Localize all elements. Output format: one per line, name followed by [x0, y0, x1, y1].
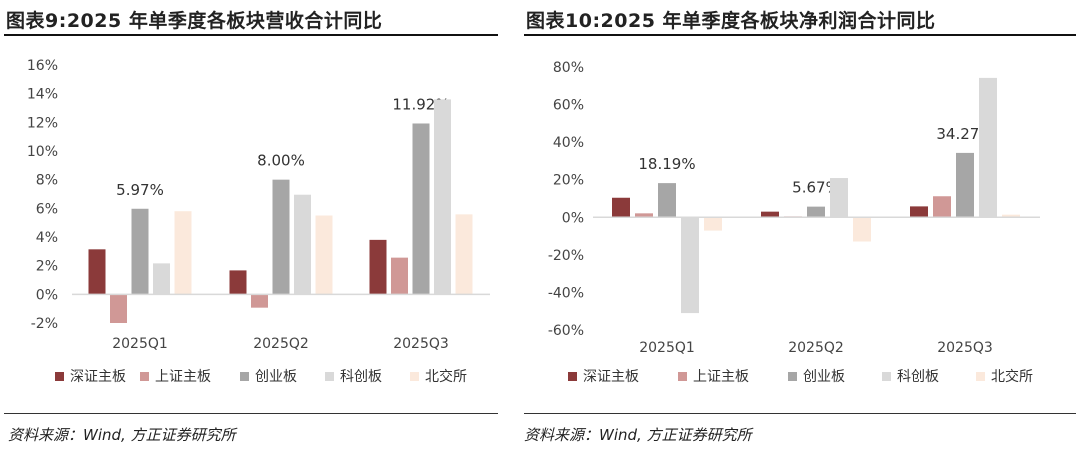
y-tick-label: -2%: [31, 316, 58, 332]
data-label: 18.19%: [638, 155, 695, 173]
bar-深证主板-2025Q1: [88, 249, 106, 295]
bar-深证主板-2025Q2: [229, 270, 247, 295]
bar-上证主板-2025Q1: [110, 294, 127, 323]
x-category-label: 2025Q2: [253, 336, 309, 352]
legend-swatch-科创板: [325, 372, 334, 381]
source-note: 资料来源：Wind, 方正证券研究所: [8, 426, 236, 444]
bar-北交所-2025Q3: [1002, 214, 1020, 218]
legend-label: 深证主板: [583, 369, 639, 385]
bar-创业板-2025Q2: [807, 206, 825, 218]
data-label: 5.97%: [116, 181, 164, 199]
bar-上证主板-2025Q2: [251, 294, 268, 308]
bar-深证主板-2025Q3: [910, 206, 928, 218]
bar-创业板-2025Q3: [956, 152, 974, 218]
y-tick-label: 0%: [36, 287, 58, 303]
x-category-label: 2025Q1: [112, 336, 168, 352]
bar-深证主板-2025Q1: [612, 197, 630, 218]
legend-swatch-北交所: [976, 372, 985, 381]
legend-swatch-北交所: [410, 372, 419, 381]
title-divider: [524, 34, 1076, 36]
y-tick-label: 6%: [36, 201, 58, 217]
chart-panel-net-profit: 图表10:2025 年单季度各板块净利润合计同比 -60% -40% -20% 0% 2…: [520, 0, 1080, 453]
y-tick-label: -60%: [548, 323, 584, 339]
bar-科创板-2025Q2: [294, 194, 311, 295]
data-label: 8.00%: [257, 152, 305, 170]
source-note: 资料来源：Wind, 方正证券研究所: [524, 426, 752, 444]
legend-label: 北交所: [425, 368, 467, 385]
bar-创业板-2025Q2: [272, 179, 290, 295]
bar-上证主板-2025Q3: [933, 196, 951, 218]
legend-swatch-创业板: [240, 372, 249, 381]
bar-北交所-2025Q1: [174, 211, 192, 295]
bar-北交所-2025Q1: [704, 217, 722, 231]
x-category-label: 2025Q1: [639, 340, 695, 356]
source-divider: [524, 413, 1076, 414]
legend-swatch-科创板: [882, 372, 891, 381]
chart-panel-revenue: 图表9:2025 年单季度各板块营收合计同比 -2% 0% 2% 4% 6% 8% 10% 1…: [0, 0, 520, 453]
y-tick-label: 8%: [36, 173, 58, 189]
bar-创业板-2025Q1: [131, 208, 149, 295]
bar-科创板-2025Q3: [434, 99, 451, 295]
y-tick-label: -20%: [548, 248, 584, 264]
y-tick-label: 4%: [36, 230, 58, 246]
bar-北交所-2025Q2: [315, 215, 333, 295]
y-tick-label: 14%: [27, 87, 58, 103]
chart-title: 图表9:2025 年单季度各板块营收合计同比: [6, 10, 383, 32]
legend-swatch-深证主板: [568, 372, 577, 381]
bar-科创板-2025Q1: [681, 217, 699, 314]
legend-label: 上证主板: [693, 369, 749, 385]
bar-深证主板-2025Q3: [369, 239, 387, 295]
bar-上证主板-2025Q1: [635, 213, 653, 218]
legend-label: 科创板: [340, 369, 382, 385]
legend-swatch-深证主板: [55, 372, 64, 381]
y-tick-label: -40%: [548, 285, 584, 301]
legend-swatch-上证主板: [678, 372, 687, 381]
y-tick-label: 10%: [27, 144, 58, 160]
legend-label: 科创板: [897, 369, 939, 385]
bar-北交所-2025Q3: [455, 214, 473, 295]
bar-科创板-2025Q3: [979, 77, 997, 218]
legend-label: 创业板: [803, 369, 845, 385]
bar-上证主板-2025Q3: [391, 257, 408, 295]
title-divider: [4, 34, 498, 36]
bar-科创板-2025Q2: [830, 178, 848, 218]
source-divider: [4, 413, 498, 414]
legend-label: 深证主板: [70, 369, 126, 385]
y-tick-label: 2%: [36, 259, 58, 275]
legend-swatch-创业板: [788, 372, 797, 381]
y-tick-label: 12%: [27, 115, 58, 131]
bar-深证主板-2025Q2: [761, 211, 779, 218]
legend-label: 上证主板: [155, 369, 211, 385]
chart-title: 图表10:2025 年单季度各板块净利润合计同比: [526, 10, 936, 32]
legend-swatch-上证主板: [140, 372, 149, 381]
y-tick-label: 0%: [562, 210, 584, 226]
x-category-label: 2025Q2: [788, 340, 844, 356]
bar-科创板-2025Q1: [153, 263, 170, 295]
bar-北交所-2025Q2: [853, 217, 871, 242]
y-tick-label: 40%: [553, 135, 584, 151]
revenue-chart: -2% 0% 2% 4% 6% 8% 10% 12% 14% 16% 5.97% 2025Q1 8.00…: [27, 58, 490, 385]
bar-创业板-2025Q3: [412, 123, 430, 295]
y-tick-label: 60%: [553, 98, 584, 114]
legend-label: 创业板: [255, 369, 297, 385]
bar-创业板-2025Q1: [658, 183, 676, 218]
y-tick-label: 80%: [553, 60, 584, 76]
data-label: 5.67%: [792, 179, 840, 197]
net-profit-chart: -60% -40% -20% 0% 20% 40% 60% 80% 18.19% 2025Q1 5.…: [548, 60, 1040, 385]
legend-label: 北交所: [991, 368, 1033, 385]
y-tick-label: 20%: [553, 173, 584, 189]
x-category-label: 2025Q3: [393, 336, 449, 352]
y-tick-label: 16%: [27, 58, 58, 74]
x-category-label: 2025Q3: [937, 340, 993, 356]
